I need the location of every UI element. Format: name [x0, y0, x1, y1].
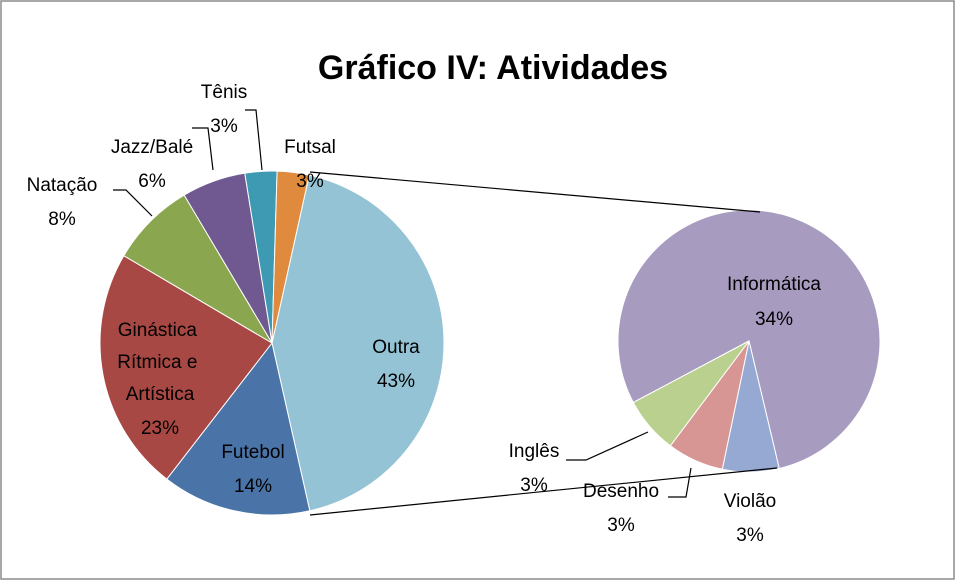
- slice-value-label: 3%: [296, 171, 324, 192]
- leader-line: [668, 467, 692, 498]
- connector-line: [309, 171, 761, 213]
- slice-value-label: 3%: [607, 515, 635, 536]
- slice-label: Futsal: [284, 137, 336, 158]
- chart-title: Gráfico IV: Atividades: [318, 49, 668, 87]
- slice-label: Violão: [724, 491, 776, 512]
- leader-line: [113, 189, 153, 217]
- slice-label: Tênis: [201, 82, 247, 103]
- slice-value-label: 14%: [234, 476, 272, 497]
- connector-line: [309, 467, 778, 516]
- slice-value-label: 43%: [377, 371, 415, 392]
- leader-line: [245, 109, 263, 171]
- slice-label: Jazz/Balé: [111, 137, 193, 158]
- slice-label: Inglês: [509, 441, 560, 462]
- slice-value-label: 3%: [210, 116, 238, 137]
- slice-value-label: 3%: [736, 525, 764, 546]
- pie: [617, 209, 881, 473]
- slice-label: Desenho: [583, 481, 659, 502]
- pie-slice: [271, 170, 310, 344]
- pie-slice: [632, 340, 750, 447]
- slice-label: Ginástica Rítmica e Artística: [117, 320, 203, 405]
- pie-slice: [99, 255, 273, 480]
- pie-slice: [271, 174, 445, 512]
- leader-line: [192, 127, 214, 171]
- slice-value-label: 8%: [48, 209, 76, 230]
- leader-lines: [113, 109, 778, 516]
- slice-label: Futebol: [221, 442, 284, 463]
- slice-value-label: 6%: [138, 171, 166, 192]
- leader-line: [566, 431, 649, 461]
- slice-value-label: 23%: [141, 418, 179, 439]
- slice-label: Outra: [372, 337, 420, 358]
- slice-label: Informática: [727, 274, 821, 295]
- pie-slice: [166, 341, 311, 516]
- pie-slice: [617, 209, 881, 470]
- pie: [99, 170, 445, 516]
- slice-value-label: 3%: [520, 475, 548, 496]
- slice-value-label: 34%: [755, 309, 793, 330]
- slice-label: Natação: [27, 175, 98, 196]
